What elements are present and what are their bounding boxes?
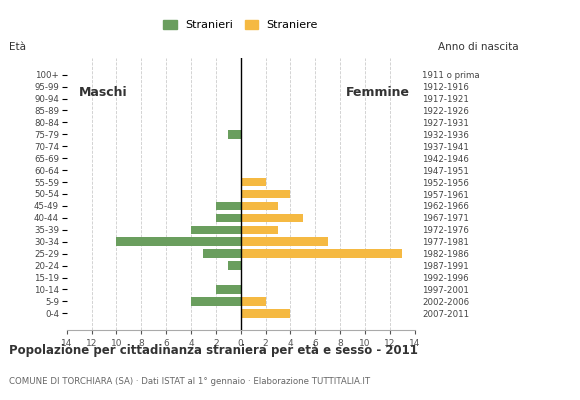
- Bar: [216, 202, 241, 210]
- Bar: [241, 214, 303, 222]
- Bar: [216, 214, 241, 222]
- Bar: [241, 226, 278, 234]
- Bar: [241, 178, 266, 186]
- Bar: [241, 202, 278, 210]
- Bar: [191, 297, 241, 306]
- Bar: [241, 190, 291, 198]
- Bar: [191, 226, 241, 234]
- Bar: [216, 285, 241, 294]
- Bar: [241, 249, 403, 258]
- Bar: [241, 297, 266, 306]
- Bar: [241, 238, 328, 246]
- Bar: [204, 249, 241, 258]
- Bar: [241, 309, 291, 318]
- Text: Femmine: Femmine: [346, 86, 410, 99]
- Bar: [229, 130, 241, 139]
- Legend: Stranieri, Straniere: Stranieri, Straniere: [164, 20, 318, 30]
- Text: Età: Età: [9, 42, 26, 52]
- Bar: [117, 238, 241, 246]
- Text: COMUNE DI TORCHIARA (SA) · Dati ISTAT al 1° gennaio · Elaborazione TUTTITALIA.IT: COMUNE DI TORCHIARA (SA) · Dati ISTAT al…: [9, 377, 370, 386]
- Text: Popolazione per cittadinanza straniera per età e sesso - 2011: Popolazione per cittadinanza straniera p…: [9, 344, 418, 357]
- Text: Anno di nascita: Anno di nascita: [438, 42, 519, 52]
- Bar: [229, 261, 241, 270]
- Text: Maschi: Maschi: [79, 86, 128, 99]
